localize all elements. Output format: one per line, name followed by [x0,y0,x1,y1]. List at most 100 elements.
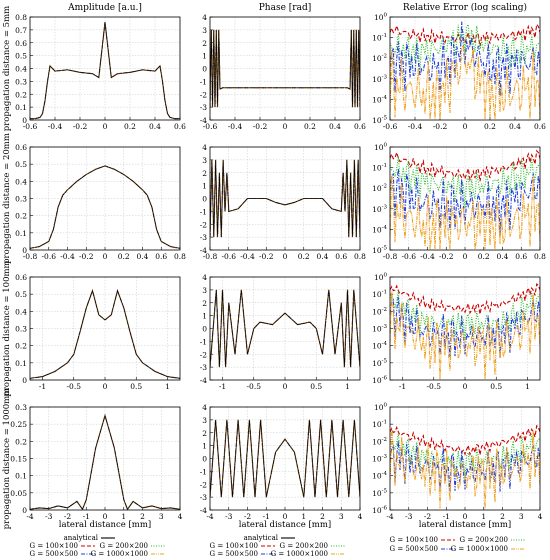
y-tick-label: 1 [202,312,207,321]
x-tick-label: 0.6 [354,122,366,131]
x-tick-label: 0.6 [174,122,186,131]
x-tick-label: -1 [443,512,450,521]
y-tick-label: 0 [22,376,27,385]
column-title-2: Phase [rad] [259,3,311,13]
legend-3: G = 100×100 G = 200×200 G = 500×500 G = 100… [390,536,525,553]
x-tick-label: -0.5 [427,382,442,391]
row-label-4: propagation distance = 1000mm [2,388,12,530]
series-line-analytical [210,29,360,108]
y-tick-label: -4 [200,376,208,385]
x-tick-label: 0.8 [174,252,186,261]
y-tick-label: 10-5 [372,358,387,368]
y-tick-label: 0.7 [15,26,27,35]
series-group [210,29,360,108]
y-tick-label: 0.05 [10,489,27,498]
error-series-g2 [390,296,540,359]
x-tick-label: 0.2 [124,122,136,131]
legend-label: G = 200×200 [460,536,509,544]
x-tick-label: -0.6 [383,122,398,131]
panel-phase-20mm: -0.8 -0.6 -0.4 -0.2 0 0.2 0.4 0.6 0.8 -4 -3 -2 -1 0 1 2… [200,143,366,261]
x-tick-label: 0.6 [515,252,527,261]
y-tick-label: 1 [202,182,207,191]
x-tick-label: 0.4 [317,252,329,261]
legend-label: G = 200×200 [100,542,149,550]
y-tick-label: 0.2 [15,212,27,221]
y-tick-label: 0.3 [15,325,27,334]
y-tick-label: 0 [202,455,207,464]
series-line-analytical [30,165,180,249]
panel-phase-1000mm: -4 -3 -2 -1 0 1 2 3 4 -4 -3 -2 -1 0 1 2 3 4 [200,403,363,521]
y-tick-label: -3 [200,493,208,502]
plot-frame [29,276,181,381]
y-tick-label: 0.6 [15,143,27,152]
x-tick-label: -3 [405,512,413,521]
x-tick-label: -0.2 [79,252,94,261]
y-tick-label: 10-2 [372,307,387,317]
y-tick-label: 0 [202,325,207,334]
y-tick-label: 0 [22,116,27,125]
y-tick-label: 2 [202,39,207,48]
series-group [390,149,540,250]
x-tick-label: 0 [103,512,108,521]
x-tick-label: 0.8 [534,252,546,261]
x-tick-label: 2 [320,512,325,521]
panel-error-1000mm: -4 -3 -2 -1 0 1 2 3 4 10-6 10-5 10-4 10-3 10-2 10-1 100 [372,403,543,522]
y-tick-label: 10-1 [372,33,387,43]
x-tick-label: -0.8 [23,252,38,261]
x-tick-label: 4 [178,512,183,521]
y-tick-label: 100 [374,273,388,283]
x-tick-label: -0.4 [60,252,75,261]
panel-phase-100mm: -1 -0.5 0 0.5 1 -4 -3 -2 -1 0 1 2 3 4 [200,273,361,391]
y-tick-label: 1 [202,442,207,451]
y-tick-label: 10-4 [372,471,387,481]
column-title-1: Amplitude [a.u.] [67,3,142,13]
y-tick-label: -4 [200,246,208,255]
row-label-3: propagation distance = 100mm [2,260,12,396]
x-tick-label: 0.6 [534,122,546,131]
legend-label: G = 200×200 [280,542,329,550]
series-group [210,419,360,498]
error-series-g3 [390,174,540,250]
legend-label: G = 500×500 [390,545,439,553]
x-tick-label: 0.4 [329,122,341,131]
y-tick-label: 2 [202,299,207,308]
x-tick-label: 0 [283,382,288,391]
x-tick-label: 0.4 [497,252,509,261]
x-tick-label: 0.6 [335,252,347,261]
panel-amplitude-1000mm: -4 -3 -2 -1 0 1 2 3 4 0 0.05 0.1 0.15 0.2 0.25 0.3 [10,403,182,521]
y-tick-label: -4 [200,506,208,515]
legend-label: analytical [64,534,99,542]
y-tick-label: -3 [200,103,208,112]
y-tick-label: 100 [374,143,388,153]
y-tick-label: 0.3 [15,77,27,86]
error-series-g3 [390,44,540,120]
panel-error-100mm: -1 -0.5 0 0.5 1 10-6 10-5 10-4 10-3 10-2 10-1 100 [372,273,541,391]
x-tick-label: 2 [500,512,505,521]
y-tick-label: -1 [200,77,207,86]
y-tick-label: 10-6 [372,376,387,386]
y-tick-label: 0 [202,195,207,204]
series-line-analytical [30,289,180,379]
y-tick-label: 10-3 [372,204,387,214]
y-tick-label: 1 [202,52,207,61]
x-tick-label: -0.2 [433,122,448,131]
x-tick-label: -1 [399,382,406,391]
y-tick-label: -3 [200,233,208,242]
y-tick-label: 4 [202,13,207,22]
legend-label: G = 100×100 [30,542,79,550]
series-line-analytical [30,22,180,120]
x-tick-label: -2 [424,512,432,521]
y-tick-label: 4 [202,143,207,152]
y-tick-label: 10-2 [372,437,387,447]
x-tick-label: -0.6 [42,252,57,261]
y-tick-label: 0.2 [15,90,27,99]
series-group [390,21,540,120]
error-series-g1 [390,156,540,209]
x-tick-label: 3 [159,512,164,521]
x-tick-label: -4 [26,512,34,521]
y-tick-label: 10-1 [372,420,387,430]
plot-frame [209,406,361,511]
panel-error-20mm: -0.8 -0.6 -0.4 -0.2 0 0.2 0.4 0.6 0.8 10-5 10-4 10-… [372,143,546,262]
y-tick-label: 10-5 [372,488,387,498]
x-tick-label: -1 [219,382,226,391]
